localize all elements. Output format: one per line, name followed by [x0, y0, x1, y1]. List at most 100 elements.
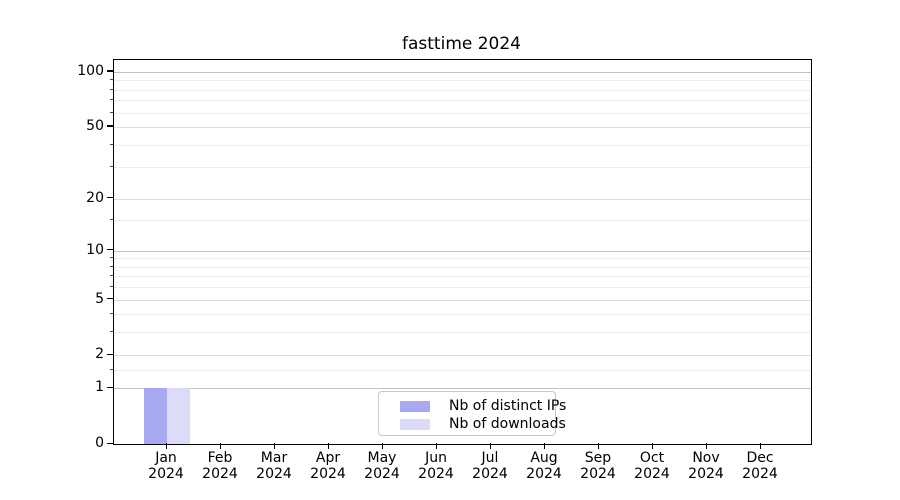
minor-gridline: [114, 258, 811, 260]
x-tick-month: Jul: [481, 450, 499, 466]
x-tick-year: 2024: [580, 466, 616, 482]
x-tick-mark: [273, 443, 275, 449]
minor-gridline: [114, 287, 811, 289]
y-tick-label: 1: [95, 379, 104, 396]
major-gridline: [114, 250, 811, 252]
x-tick-year: 2024: [688, 466, 724, 482]
x-tick-label: Jul 2024: [455, 450, 525, 482]
minor-gridline: [114, 144, 811, 146]
legend-item: Nb of distinct IPs: [379, 397, 566, 415]
x-tick-month: Oct: [639, 450, 665, 466]
x-tick-label: Feb 2024: [185, 450, 255, 482]
y-tick-label: 0: [95, 435, 104, 451]
y-tick-label: 5: [95, 290, 104, 307]
x-tick-year: 2024: [472, 466, 508, 482]
major-gridline: [114, 299, 811, 301]
x-tick-mark: [165, 443, 167, 449]
x-tick-mark: [489, 443, 491, 449]
x-tick-label: Jan 2024: [131, 450, 201, 482]
y-minor-tick-mark: [110, 313, 113, 315]
y-tick-mark: [107, 298, 113, 300]
x-tick-mark: [597, 443, 599, 449]
x-tick-year: 2024: [256, 466, 292, 482]
minor-gridline: [114, 314, 811, 316]
chart-title: fasttime 2024: [402, 34, 521, 54]
x-tick-mark: [435, 443, 437, 449]
x-tick-label: Aug 2024: [509, 450, 579, 482]
minor-gridline: [114, 112, 811, 114]
x-tick-year: 2024: [310, 466, 346, 482]
x-tick-month: Feb: [207, 450, 233, 466]
y-minor-tick-mark: [110, 286, 113, 288]
y-minor-tick-mark: [110, 111, 113, 113]
y-tick-mark: [107, 70, 113, 72]
y-minor-tick-mark: [110, 331, 113, 333]
x-tick-label: Dec 2024: [725, 450, 795, 482]
minor-gridline: [114, 80, 811, 82]
x-tick-month: Dec: [746, 450, 774, 466]
x-tick-mark: [219, 443, 221, 449]
major-gridline: [114, 126, 811, 128]
y-minor-tick-mark: [110, 79, 113, 81]
y-minor-tick-mark: [110, 219, 113, 221]
x-tick-year: 2024: [202, 466, 238, 482]
minor-gridline: [114, 100, 811, 102]
x-tick-month: Sep: [584, 450, 612, 466]
y-tick-mark: [107, 125, 113, 127]
major-gridline: [114, 388, 811, 390]
y-minor-tick-mark: [110, 265, 113, 267]
x-tick-label: May 2024: [347, 450, 417, 482]
minor-gridline: [114, 332, 811, 334]
minor-gridline: [114, 167, 811, 169]
x-tick-mark: [543, 443, 545, 449]
x-tick-mark: [327, 443, 329, 449]
x-tick-year: 2024: [364, 466, 400, 482]
y-minor-tick-mark: [110, 88, 113, 90]
minor-gridline: [114, 89, 811, 91]
y-tick-mark: [107, 249, 113, 251]
y-tick-label: 2: [95, 346, 104, 363]
y-minor-tick-mark: [110, 143, 113, 145]
x-tick-mark: [381, 443, 383, 449]
legend-swatch-distinct-ips: [400, 401, 430, 412]
x-tick-month: Mar: [260, 450, 288, 466]
minor-gridline: [114, 276, 811, 278]
minor-gridline: [114, 370, 811, 372]
x-tick-label: Nov 2024: [671, 450, 741, 482]
legend-item: Nb of downloads: [379, 415, 566, 433]
x-tick-month: May: [367, 450, 397, 466]
y-tick-mark: [107, 197, 113, 199]
y-tick-label: 10: [86, 241, 104, 258]
legend-label: Nb of downloads: [449, 416, 566, 432]
y-tick-label: 100: [77, 62, 104, 79]
x-tick-year: 2024: [742, 466, 778, 482]
y-tick-label: 20: [86, 189, 104, 206]
y-tick-mark: [107, 386, 113, 388]
y-tick-label: 50: [86, 117, 104, 134]
y-minor-tick-mark: [110, 99, 113, 101]
legend-swatch-downloads: [400, 419, 430, 430]
legend-label: Nb of distinct IPs: [449, 398, 567, 414]
major-gridline: [114, 198, 811, 200]
x-tick-year: 2024: [526, 466, 562, 482]
x-tick-month: Jun: [425, 450, 447, 466]
major-gridline: [114, 71, 811, 73]
x-tick-mark: [759, 443, 761, 449]
legend: Nb of distinct IPs Nb of downloads: [378, 391, 566, 436]
x-tick-label: Apr 2024: [293, 450, 363, 482]
y-tick-mark: [107, 442, 113, 444]
x-tick-mark: [705, 443, 707, 449]
x-tick-month: Jan: [155, 450, 177, 466]
x-tick-label: Mar 2024: [239, 450, 309, 482]
x-tick-label: Sep 2024: [563, 450, 633, 482]
x-tick-mark: [651, 443, 653, 449]
plot-area: [113, 59, 812, 445]
x-tick-year: 2024: [634, 466, 670, 482]
minor-gridline: [114, 220, 811, 222]
x-tick-label: Oct 2024: [617, 450, 687, 482]
minor-gridline: [114, 266, 811, 268]
bar-downloads: [167, 388, 190, 444]
y-minor-tick-mark: [110, 257, 113, 259]
y-minor-tick-mark: [110, 275, 113, 277]
